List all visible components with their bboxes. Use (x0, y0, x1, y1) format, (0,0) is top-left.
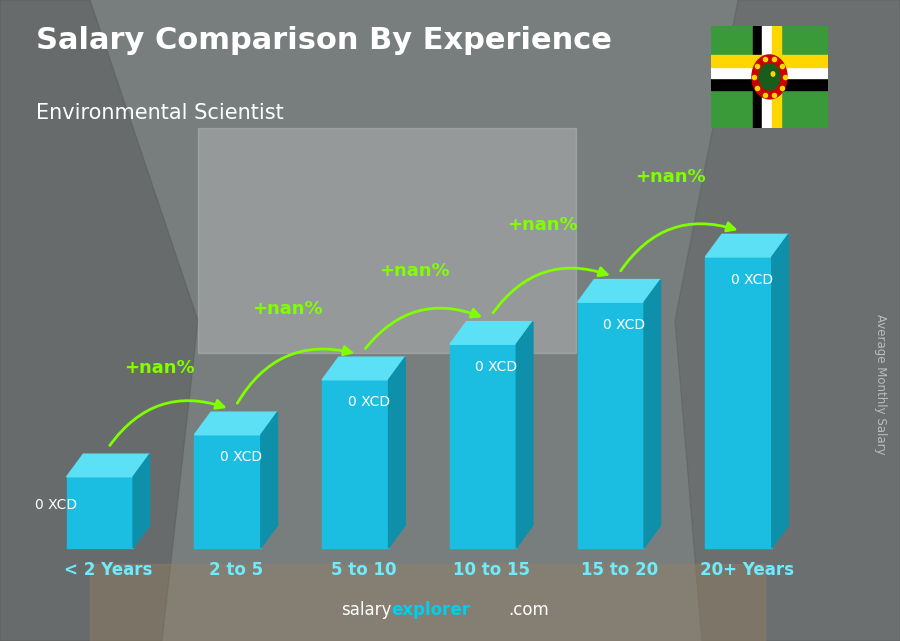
Text: 15 to 20: 15 to 20 (580, 561, 658, 579)
Text: +nan%: +nan% (508, 216, 578, 235)
Text: 2 to 5: 2 to 5 (209, 561, 263, 579)
Circle shape (759, 63, 780, 90)
Polygon shape (644, 279, 661, 548)
Text: Salary Comparison By Experience: Salary Comparison By Experience (36, 26, 612, 54)
Polygon shape (450, 344, 517, 548)
Polygon shape (0, 0, 198, 641)
Bar (198, 128, 576, 353)
Bar (711, 78, 828, 90)
Text: salary: salary (341, 601, 392, 619)
Text: +nan%: +nan% (124, 358, 194, 376)
Bar (711, 67, 828, 78)
Polygon shape (389, 357, 405, 548)
Text: 0 XCD: 0 XCD (475, 360, 518, 374)
Polygon shape (261, 412, 277, 548)
Text: 0 XCD: 0 XCD (35, 498, 77, 512)
Circle shape (771, 72, 775, 76)
Bar (753, 26, 762, 128)
Text: 0 XCD: 0 XCD (347, 395, 390, 410)
Text: 20+ Years: 20+ Years (700, 561, 794, 579)
Bar (772, 26, 781, 128)
Bar (711, 55, 828, 67)
Polygon shape (675, 0, 900, 641)
Text: +nan%: +nan% (252, 301, 322, 319)
Bar (90, 564, 765, 641)
Polygon shape (133, 454, 149, 548)
Bar (762, 26, 772, 128)
Circle shape (752, 55, 787, 99)
Text: 5 to 10: 5 to 10 (331, 561, 396, 579)
Text: 0 XCD: 0 XCD (220, 451, 262, 464)
Text: explorer: explorer (392, 601, 471, 619)
Polygon shape (322, 380, 389, 548)
Polygon shape (450, 322, 533, 344)
Polygon shape (578, 302, 644, 548)
Text: +nan%: +nan% (380, 262, 450, 279)
Text: 0 XCD: 0 XCD (731, 272, 773, 287)
Text: < 2 Years: < 2 Years (64, 561, 152, 579)
Polygon shape (706, 235, 788, 257)
Polygon shape (67, 477, 133, 548)
Text: 0 XCD: 0 XCD (603, 318, 645, 332)
Polygon shape (517, 322, 533, 548)
Text: .com: .com (508, 601, 549, 619)
Text: +nan%: +nan% (634, 168, 706, 186)
Polygon shape (194, 435, 261, 548)
Polygon shape (67, 454, 149, 477)
Text: 10 to 15: 10 to 15 (453, 561, 530, 579)
Polygon shape (322, 357, 405, 380)
Polygon shape (578, 279, 661, 302)
Text: Average Monthly Salary: Average Monthly Salary (874, 314, 886, 455)
Polygon shape (194, 412, 277, 435)
Text: Environmental Scientist: Environmental Scientist (36, 103, 284, 122)
Polygon shape (772, 235, 788, 548)
Polygon shape (706, 257, 772, 548)
